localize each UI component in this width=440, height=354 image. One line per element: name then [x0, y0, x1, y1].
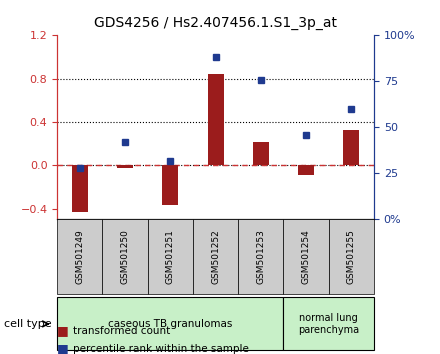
Bar — [72, 165, 88, 212]
Bar — [208, 74, 224, 165]
Bar — [298, 165, 314, 175]
Text: GSM501250: GSM501250 — [121, 229, 130, 284]
Text: GSM501249: GSM501249 — [75, 229, 84, 284]
Text: caseous TB granulomas: caseous TB granulomas — [108, 319, 232, 329]
Text: normal lung
parenchyma: normal lung parenchyma — [298, 313, 359, 335]
Text: GSM501252: GSM501252 — [211, 229, 220, 284]
Bar — [253, 142, 269, 165]
Text: transformed count: transformed count — [73, 326, 170, 336]
Bar — [344, 130, 359, 165]
Text: ■: ■ — [57, 325, 69, 337]
Text: GSM501254: GSM501254 — [301, 229, 311, 284]
Bar — [117, 165, 133, 167]
Text: GSM501251: GSM501251 — [166, 229, 175, 284]
Text: cell type: cell type — [4, 319, 52, 329]
Text: ■: ■ — [57, 342, 69, 354]
Text: percentile rank within the sample: percentile rank within the sample — [73, 344, 249, 354]
Bar — [162, 165, 178, 205]
Text: GSM501255: GSM501255 — [347, 229, 356, 284]
Title: GDS4256 / Hs2.407456.1.S1_3p_at: GDS4256 / Hs2.407456.1.S1_3p_at — [94, 16, 337, 30]
Text: GSM501253: GSM501253 — [257, 229, 265, 284]
